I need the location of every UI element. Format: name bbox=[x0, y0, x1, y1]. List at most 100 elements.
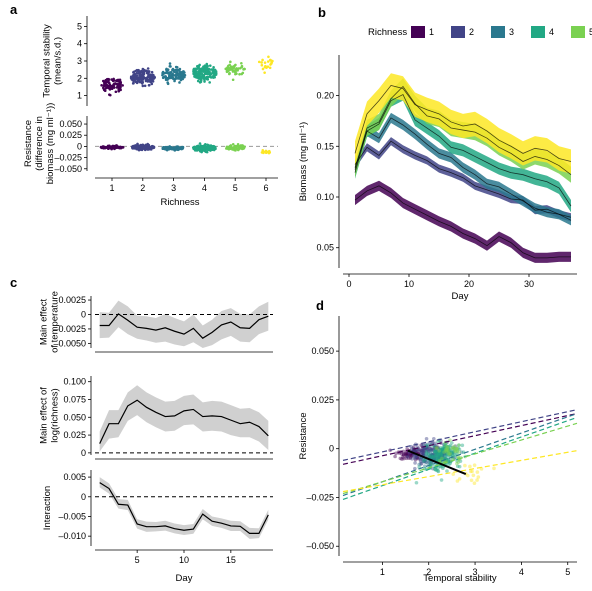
scatter-point bbox=[413, 457, 418, 462]
scatter-point bbox=[440, 453, 444, 458]
scatter-point bbox=[438, 456, 442, 460]
beeswarm-point bbox=[136, 69, 140, 73]
scatter-point bbox=[443, 451, 448, 456]
scatter-point bbox=[440, 452, 445, 457]
beeswarm-point bbox=[203, 64, 207, 68]
panel-d-x-tick-label: 2 bbox=[426, 567, 431, 577]
scatter-point bbox=[410, 453, 414, 458]
scatter-point bbox=[401, 452, 406, 456]
beeswarm-point bbox=[144, 69, 148, 72]
beeswarm-point bbox=[266, 150, 270, 154]
scatter-point bbox=[421, 457, 425, 462]
panel-a1-y-title-line: biomass (mg ml⁻¹)) bbox=[45, 103, 56, 185]
beeswarm-point bbox=[236, 148, 240, 151]
beeswarm-point bbox=[100, 83, 103, 87]
scatter-point bbox=[453, 447, 457, 451]
scatter-point bbox=[440, 454, 444, 458]
beeswarm-point bbox=[171, 76, 175, 80]
scatter-point bbox=[445, 452, 449, 456]
scatter-point bbox=[404, 453, 408, 457]
trend-arrow bbox=[407, 449, 467, 475]
panel-a1-y-tick-label: –0.050 bbox=[54, 164, 82, 174]
scatter-point bbox=[434, 456, 439, 461]
beeswarm-point bbox=[166, 77, 170, 80]
beeswarm-point bbox=[112, 146, 115, 149]
scatter-point bbox=[440, 447, 444, 452]
scatter-point bbox=[450, 451, 454, 455]
scatter-point bbox=[438, 449, 443, 453]
scatter-point bbox=[459, 450, 464, 455]
beeswarm-point bbox=[132, 79, 135, 83]
scatter-point bbox=[416, 448, 420, 453]
scatter-point bbox=[440, 447, 445, 452]
scatter-point bbox=[418, 459, 423, 464]
scatter-point bbox=[442, 450, 447, 455]
panel-a-x-tick-label: 3 bbox=[171, 183, 176, 193]
scatter-point bbox=[434, 445, 438, 449]
scatter-point bbox=[428, 453, 433, 458]
scatter-point bbox=[446, 458, 451, 463]
beeswarm-point bbox=[167, 74, 171, 78]
panel-d-y-tick-label: 0.050 bbox=[311, 346, 334, 356]
beeswarm-point bbox=[264, 149, 268, 153]
beeswarm-point bbox=[194, 73, 197, 77]
scatter-point bbox=[404, 451, 408, 456]
scatter-point bbox=[438, 456, 443, 461]
scatter-point bbox=[435, 451, 440, 455]
beeswarm-point bbox=[206, 146, 209, 149]
panel-a-x-tick-label: 4 bbox=[202, 183, 207, 193]
scatter-point bbox=[418, 457, 423, 462]
beeswarm-point bbox=[193, 145, 196, 149]
scatter-point bbox=[446, 446, 450, 450]
scatter-point bbox=[439, 450, 444, 455]
beeswarm-point bbox=[228, 72, 231, 76]
scatter-point bbox=[421, 451, 426, 455]
panel-c0-y-title-line: Main effect bbox=[39, 298, 50, 345]
scatter-point bbox=[472, 481, 477, 486]
scatter-point bbox=[440, 456, 444, 461]
effect-ci-ribbon bbox=[99, 300, 269, 348]
panel-c2-y-tick-label: –0.005 bbox=[58, 511, 86, 521]
scatter-point bbox=[447, 462, 451, 467]
beeswarm-point bbox=[193, 147, 197, 151]
beeswarm-point bbox=[146, 67, 150, 70]
beeswarm-point bbox=[200, 68, 204, 71]
scatter-point bbox=[440, 456, 444, 461]
scatter-point bbox=[429, 452, 434, 457]
scatter-point bbox=[444, 457, 449, 462]
scatter-point bbox=[456, 446, 460, 451]
scatter-point bbox=[436, 452, 441, 456]
beeswarm-point bbox=[229, 60, 232, 64]
scatter-point bbox=[451, 450, 456, 455]
beeswarm-point bbox=[208, 75, 212, 78]
scatter-point bbox=[450, 445, 455, 450]
scatter-point bbox=[456, 443, 461, 447]
scatter-point bbox=[453, 449, 458, 454]
panel-c1-y-tick-label: 0.100 bbox=[63, 377, 86, 387]
scatter-point bbox=[431, 453, 435, 457]
scatter-point bbox=[452, 446, 457, 451]
scatter-point bbox=[422, 446, 427, 451]
scatter-point bbox=[422, 450, 426, 455]
scatter-point bbox=[450, 446, 454, 451]
scatter-point bbox=[456, 460, 461, 464]
scatter-point bbox=[444, 448, 449, 453]
scatter-point bbox=[405, 454, 410, 459]
scatter-point bbox=[444, 448, 449, 452]
panel-c1-y-title-line: Main effect of bbox=[39, 387, 50, 444]
scatter-point bbox=[413, 456, 417, 461]
panel-a-x-tick-label: 5 bbox=[233, 183, 238, 193]
scatter-point bbox=[436, 469, 441, 474]
scatter-point bbox=[433, 453, 438, 458]
beeswarm-point bbox=[205, 62, 209, 66]
scatter-point bbox=[437, 454, 441, 458]
scatter-point bbox=[427, 460, 432, 465]
scatter-point bbox=[455, 479, 460, 483]
scatter-point bbox=[401, 456, 406, 461]
beeswarm-point bbox=[102, 86, 105, 90]
scatter-point bbox=[426, 449, 431, 454]
scatter-point bbox=[428, 454, 432, 458]
scatter-point bbox=[438, 458, 443, 463]
scatter-point bbox=[422, 458, 426, 462]
